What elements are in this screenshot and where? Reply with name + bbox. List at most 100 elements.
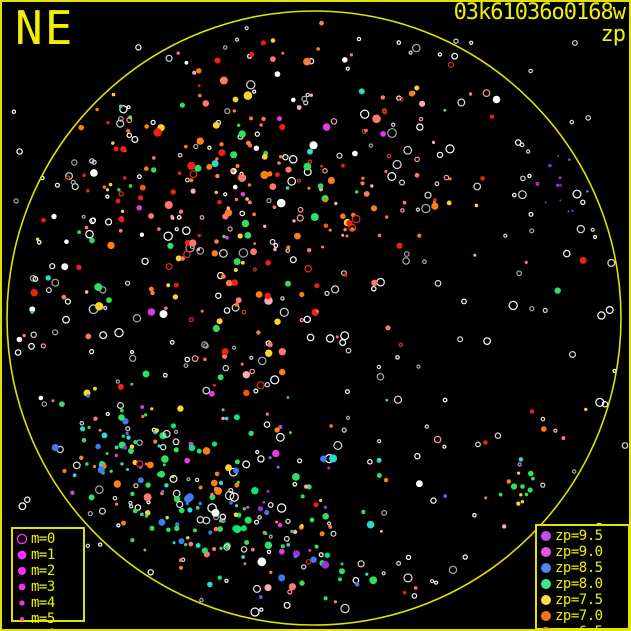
star-point <box>186 536 190 540</box>
magnitude-legend-row: m=6 <box>16 627 80 631</box>
star-point <box>274 71 281 77</box>
star-point <box>267 341 273 348</box>
star-point <box>207 581 213 588</box>
star-point <box>153 439 158 444</box>
star-point <box>283 601 291 609</box>
star-point <box>524 492 529 497</box>
star-point <box>140 512 144 517</box>
star-point <box>244 540 250 545</box>
star-point <box>11 109 17 114</box>
star-point <box>528 211 534 217</box>
star-point <box>436 151 444 159</box>
star-point <box>219 142 224 147</box>
star-point <box>482 89 491 97</box>
star-point <box>242 507 246 511</box>
star-point <box>150 290 155 296</box>
star-point <box>30 289 38 297</box>
star-point <box>105 188 110 192</box>
star-point <box>183 250 191 259</box>
star-point <box>189 178 194 183</box>
star-point <box>219 519 223 523</box>
star-point <box>288 583 296 591</box>
star-point <box>462 554 468 560</box>
star-point <box>174 525 180 532</box>
star-point <box>434 181 440 187</box>
star-point <box>516 501 521 506</box>
star-point <box>97 466 105 474</box>
star-point <box>196 448 202 454</box>
star-point <box>300 494 305 499</box>
star-point <box>275 172 280 178</box>
star-point <box>162 429 171 438</box>
star-point <box>250 248 257 256</box>
star-point <box>202 516 211 525</box>
star-point <box>385 325 391 331</box>
star-point <box>222 45 228 50</box>
star-point <box>107 241 115 250</box>
star-point <box>109 469 113 473</box>
star-point <box>372 114 381 124</box>
star-point <box>376 457 382 463</box>
zp-legend-row: zp=9.0 <box>540 544 625 560</box>
star-point <box>558 176 562 180</box>
star-point <box>201 547 208 554</box>
star-point <box>261 116 266 122</box>
star-point <box>315 309 319 313</box>
star-point <box>126 468 129 471</box>
star-point <box>120 408 124 413</box>
star-point <box>220 274 226 279</box>
star-point <box>508 300 518 311</box>
star-point <box>335 335 339 339</box>
star-point <box>36 239 42 245</box>
magnitude-dot-icon <box>16 533 28 545</box>
star-point <box>207 145 212 150</box>
star-point <box>224 578 229 584</box>
star-point <box>517 471 521 475</box>
star-point <box>368 143 373 148</box>
star-point <box>286 396 290 399</box>
star-point <box>352 150 358 157</box>
star-point <box>196 137 204 145</box>
star-point <box>250 547 255 552</box>
horizon-circle <box>6 10 622 626</box>
star-point <box>414 85 420 91</box>
star-point <box>231 279 239 287</box>
star-point <box>300 524 304 528</box>
star-point <box>333 600 337 604</box>
star-point <box>424 424 429 429</box>
zp-legend-row: zp=9.5 <box>540 528 625 544</box>
star-point <box>186 477 191 482</box>
star-point <box>366 520 375 529</box>
star-point <box>403 145 413 155</box>
star-point <box>233 268 238 272</box>
star-point <box>461 298 467 305</box>
star-point <box>87 510 93 517</box>
star-point <box>402 257 410 265</box>
star-point <box>520 484 525 489</box>
star-point <box>303 100 309 106</box>
star-point <box>159 444 167 451</box>
star-point <box>30 310 34 314</box>
star-point <box>142 370 150 378</box>
star-point <box>126 105 131 110</box>
star-point <box>260 170 269 180</box>
magnitude-dot-icon <box>16 533 28 545</box>
star-point <box>265 260 272 266</box>
star-point <box>214 57 221 64</box>
star-point <box>235 504 239 508</box>
star-point <box>128 504 134 509</box>
magnitude-dot-icon <box>18 567 26 575</box>
star-point <box>280 296 285 301</box>
star-point <box>203 357 207 362</box>
star-point <box>586 190 589 193</box>
star-point <box>430 497 437 504</box>
star-point <box>518 190 527 200</box>
star-point <box>527 487 533 493</box>
star-point <box>202 100 210 107</box>
zp-dot-icon <box>541 627 551 631</box>
star-point <box>324 552 330 558</box>
star-point <box>211 441 218 447</box>
star-point <box>79 420 85 426</box>
star-point <box>571 469 577 474</box>
star-point <box>434 580 439 585</box>
